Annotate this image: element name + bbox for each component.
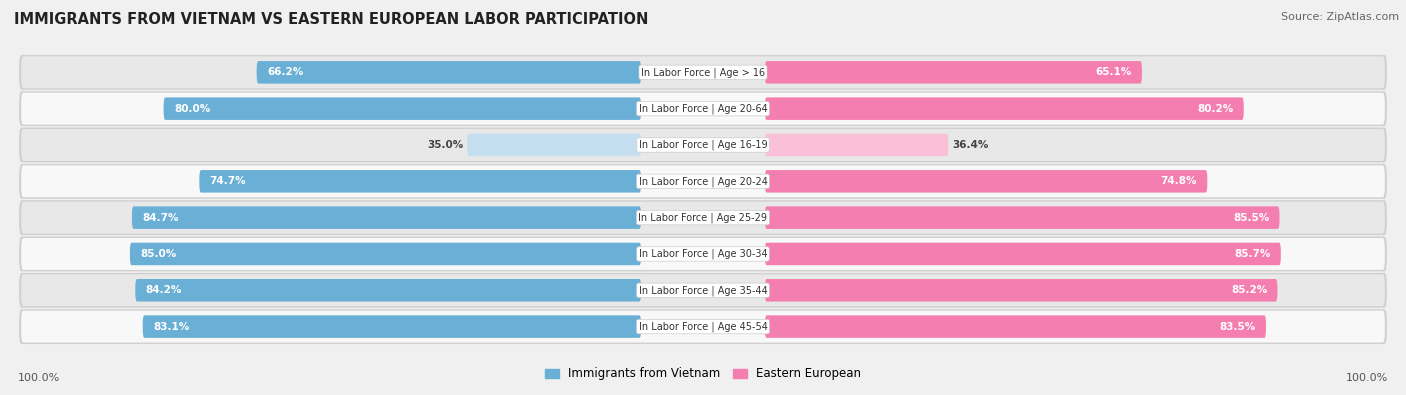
- FancyBboxPatch shape: [467, 134, 641, 156]
- FancyBboxPatch shape: [257, 61, 641, 84]
- FancyBboxPatch shape: [765, 170, 1208, 193]
- Text: 80.2%: 80.2%: [1197, 103, 1233, 114]
- Text: Source: ZipAtlas.com: Source: ZipAtlas.com: [1281, 12, 1399, 22]
- FancyBboxPatch shape: [132, 206, 641, 229]
- FancyBboxPatch shape: [20, 128, 1386, 162]
- FancyBboxPatch shape: [765, 243, 1281, 265]
- FancyBboxPatch shape: [765, 206, 1279, 229]
- FancyBboxPatch shape: [765, 134, 949, 156]
- FancyBboxPatch shape: [21, 56, 1385, 88]
- Text: 84.2%: 84.2%: [146, 285, 181, 295]
- FancyBboxPatch shape: [765, 98, 1244, 120]
- FancyBboxPatch shape: [20, 200, 1386, 235]
- FancyBboxPatch shape: [21, 129, 1385, 161]
- FancyBboxPatch shape: [142, 315, 641, 338]
- Text: 66.2%: 66.2%: [267, 67, 304, 77]
- Text: 85.5%: 85.5%: [1233, 213, 1270, 223]
- Text: 85.0%: 85.0%: [141, 249, 177, 259]
- Text: In Labor Force | Age 45-54: In Labor Force | Age 45-54: [638, 322, 768, 332]
- Legend: Immigrants from Vietnam, Eastern European: Immigrants from Vietnam, Eastern Europea…: [540, 363, 866, 385]
- FancyBboxPatch shape: [21, 202, 1385, 233]
- FancyBboxPatch shape: [20, 273, 1386, 308]
- Text: 74.7%: 74.7%: [209, 176, 246, 186]
- Text: In Labor Force | Age 20-64: In Labor Force | Age 20-64: [638, 103, 768, 114]
- FancyBboxPatch shape: [20, 309, 1386, 344]
- FancyBboxPatch shape: [21, 310, 1385, 342]
- Text: In Labor Force | Age 35-44: In Labor Force | Age 35-44: [638, 285, 768, 295]
- Text: 36.4%: 36.4%: [952, 140, 988, 150]
- FancyBboxPatch shape: [20, 55, 1386, 90]
- Text: In Labor Force | Age 25-29: In Labor Force | Age 25-29: [638, 213, 768, 223]
- Text: 85.2%: 85.2%: [1230, 285, 1267, 295]
- FancyBboxPatch shape: [765, 279, 1278, 301]
- FancyBboxPatch shape: [20, 237, 1386, 271]
- Text: 83.5%: 83.5%: [1219, 322, 1256, 332]
- Text: 80.0%: 80.0%: [174, 103, 209, 114]
- FancyBboxPatch shape: [129, 243, 641, 265]
- Text: 84.7%: 84.7%: [142, 213, 179, 223]
- Text: 35.0%: 35.0%: [427, 140, 464, 150]
- Text: In Labor Force | Age 16-19: In Labor Force | Age 16-19: [638, 140, 768, 150]
- Text: In Labor Force | Age > 16: In Labor Force | Age > 16: [641, 67, 765, 77]
- Text: 85.7%: 85.7%: [1234, 249, 1271, 259]
- Text: In Labor Force | Age 30-34: In Labor Force | Age 30-34: [638, 249, 768, 259]
- Text: 74.8%: 74.8%: [1160, 176, 1197, 186]
- FancyBboxPatch shape: [200, 170, 641, 193]
- FancyBboxPatch shape: [21, 238, 1385, 270]
- Text: 65.1%: 65.1%: [1095, 67, 1132, 77]
- Text: 100.0%: 100.0%: [1346, 373, 1388, 383]
- FancyBboxPatch shape: [163, 98, 641, 120]
- FancyBboxPatch shape: [21, 93, 1385, 125]
- FancyBboxPatch shape: [135, 279, 641, 301]
- FancyBboxPatch shape: [21, 166, 1385, 197]
- FancyBboxPatch shape: [765, 61, 1142, 84]
- FancyBboxPatch shape: [765, 315, 1265, 338]
- FancyBboxPatch shape: [20, 91, 1386, 126]
- Text: In Labor Force | Age 20-24: In Labor Force | Age 20-24: [638, 176, 768, 186]
- Text: IMMIGRANTS FROM VIETNAM VS EASTERN EUROPEAN LABOR PARTICIPATION: IMMIGRANTS FROM VIETNAM VS EASTERN EUROP…: [14, 12, 648, 27]
- FancyBboxPatch shape: [20, 164, 1386, 199]
- FancyBboxPatch shape: [21, 274, 1385, 306]
- Text: 83.1%: 83.1%: [153, 322, 190, 332]
- Text: 100.0%: 100.0%: [18, 373, 60, 383]
